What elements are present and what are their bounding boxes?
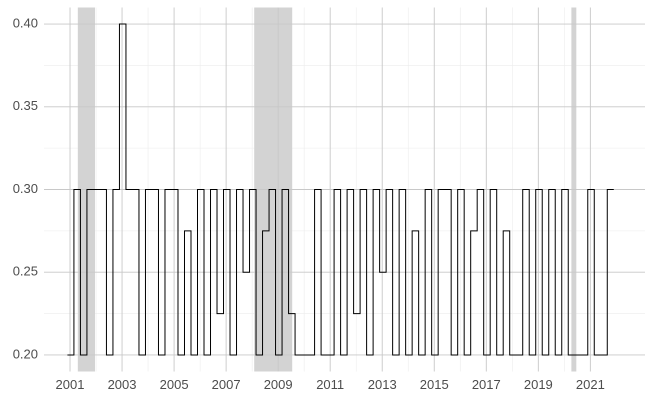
x-tick-label: 2003 [108, 377, 137, 392]
x-tick-label: 2021 [576, 377, 605, 392]
y-tick-label: 0.30 [13, 181, 38, 196]
y-tick-label: 0.20 [13, 346, 38, 361]
y-tick-label: 0.40 [13, 15, 38, 30]
y-tick-label: 0.25 [13, 264, 38, 279]
y-tick-label: 0.35 [13, 98, 38, 113]
step-line [67, 23, 614, 356]
x-tick-label: 2007 [212, 377, 241, 392]
x-tick-label: 2005 [160, 377, 189, 392]
x-tick-label: 2015 [420, 377, 449, 392]
x-tick-label: 2009 [264, 377, 293, 392]
x-tick-label: 2011 [316, 377, 344, 392]
x-tick-label: 2001 [56, 377, 85, 392]
x-tick-label: 2019 [524, 377, 553, 392]
x-tick-label: 2013 [368, 377, 397, 392]
x-tick-label: 2017 [472, 377, 501, 392]
